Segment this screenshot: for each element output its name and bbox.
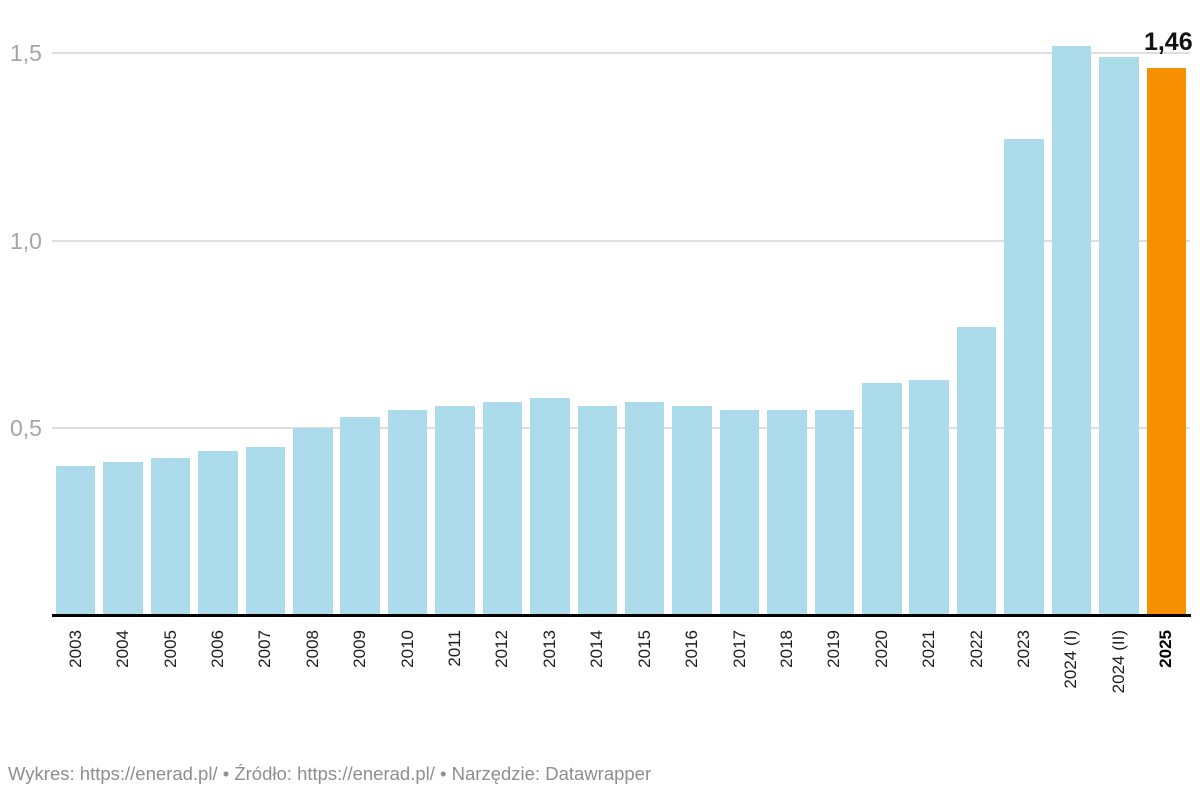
bar-2018[interactable]	[767, 409, 807, 616]
x-tick-label-2004: 2004	[113, 630, 133, 668]
x-tick-label-2023: 2023	[1014, 630, 1034, 668]
bar-2009[interactable]	[340, 417, 380, 616]
footer-link[interactable]: https://enerad.pl/	[297, 763, 435, 784]
y-tick-label: 1,5	[10, 40, 42, 67]
x-tick-label-2022: 2022	[966, 630, 986, 668]
bar-2013[interactable]	[530, 398, 570, 616]
bar-2023[interactable]	[1004, 139, 1044, 616]
bar-2011[interactable]	[435, 405, 475, 616]
x-tick-label-2013: 2013	[539, 630, 559, 668]
footer-text: Wykres:	[8, 763, 80, 784]
x-tick-label-2015: 2015	[634, 630, 654, 668]
x-tick-label-2021: 2021	[919, 630, 939, 668]
x-tick-label-2018: 2018	[776, 630, 796, 668]
bar-2024-II-[interactable]	[1099, 56, 1139, 616]
bar-2004[interactable]	[103, 462, 143, 616]
x-tick-label-2010: 2010	[397, 630, 417, 668]
bar-2007[interactable]	[245, 447, 286, 616]
y-tick-label: 1,0	[10, 227, 42, 254]
x-tick-label-2016: 2016	[682, 630, 702, 668]
gridline-1,0	[52, 239, 1190, 242]
bar-2012[interactable]	[482, 402, 523, 616]
bar-2005[interactable]	[150, 458, 191, 616]
footer-text: • Narzędzie:	[434, 763, 546, 784]
x-tick-label-2025: 2025	[1156, 630, 1176, 668]
bar-2017[interactable]	[719, 409, 760, 616]
bar-2025[interactable]	[1146, 68, 1187, 616]
x-tick-label-2012: 2012	[492, 630, 512, 668]
x-tick-label-2009: 2009	[350, 630, 370, 668]
x-tick-label-2006: 2006	[207, 630, 227, 668]
x-axis-line	[52, 614, 1191, 617]
bar-2024-I-[interactable]	[1051, 45, 1092, 616]
x-tick-label-2011: 2011	[445, 630, 465, 667]
x-tick-label-2003: 2003	[65, 630, 85, 668]
x-tick-label-2007: 2007	[255, 630, 275, 668]
footer-link[interactable]: https://enerad.pl/	[79, 763, 218, 784]
bar-2019[interactable]	[814, 409, 855, 616]
y-tick-label: 0,5	[10, 415, 42, 442]
x-tick-label-2024-II-: 2024 (II)	[1108, 630, 1128, 694]
footer-link[interactable]: Datawrapper	[545, 763, 652, 784]
chart-footer: Wykres: https://enerad.pl/ • Źródło: htt…	[8, 763, 651, 785]
bar-2015[interactable]	[624, 402, 665, 616]
bar-2014[interactable]	[577, 405, 618, 616]
bar-2008[interactable]	[293, 428, 333, 616]
footer-text: • Źródło:	[217, 763, 298, 784]
x-tick-label-2014: 2014	[587, 630, 607, 668]
bar-2016[interactable]	[672, 405, 712, 616]
x-tick-label-2020: 2020	[871, 630, 891, 668]
bar-2010[interactable]	[387, 409, 428, 616]
bar-2020[interactable]	[862, 383, 902, 616]
gridline-0,5	[52, 427, 1190, 430]
gridline-1,5	[52, 52, 1190, 55]
bar-2022[interactable]	[956, 327, 997, 616]
bar-2003[interactable]	[55, 465, 96, 616]
x-tick-label-2019: 2019	[824, 630, 844, 668]
x-tick-label-2024-I-: 2024 (I)	[1061, 630, 1081, 689]
highlight-value-label: 1,46	[1143, 28, 1193, 56]
bar-2021[interactable]	[909, 379, 949, 616]
x-tick-label-2008: 2008	[302, 630, 322, 668]
x-tick-label-2005: 2005	[160, 630, 180, 668]
bar-2006[interactable]	[198, 450, 238, 616]
x-tick-label-2017: 2017	[729, 630, 749, 668]
